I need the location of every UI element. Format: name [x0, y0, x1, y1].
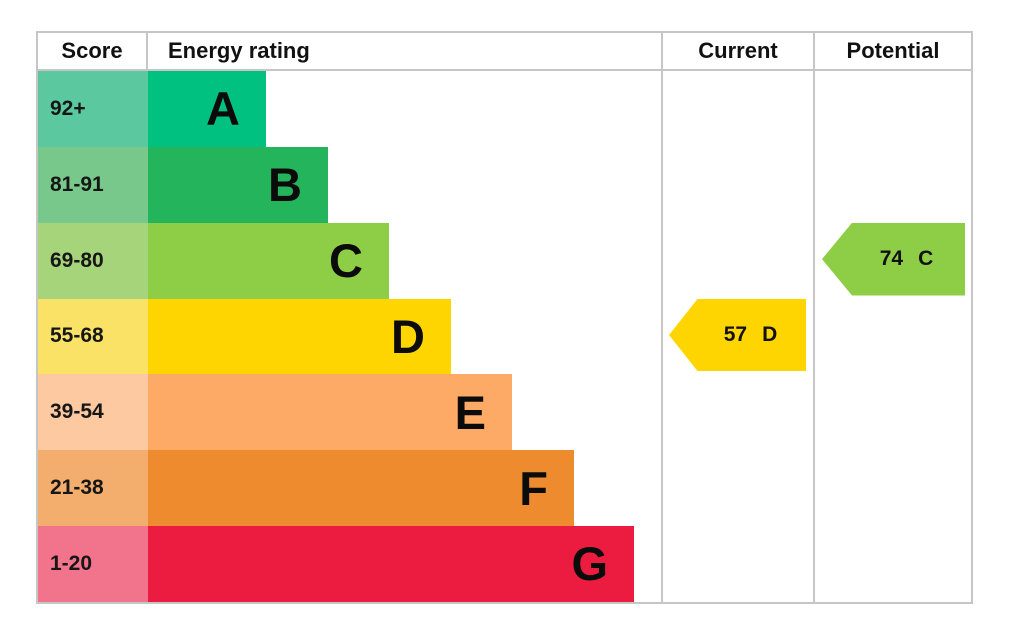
rating-bar-b: B: [148, 146, 328, 223]
band-row-a: 92+ A: [38, 71, 971, 147]
rating-bar-d: D: [148, 298, 451, 375]
rating-letter-a: A: [206, 82, 240, 136]
rating-letter-g: G: [571, 537, 608, 591]
score-range-b: 81-91: [38, 146, 148, 223]
rating-letter-b: B: [268, 158, 302, 212]
score-range-d: 55-68: [38, 298, 148, 375]
rating-bar-a: A: [148, 71, 266, 147]
score-column-header: Score: [38, 33, 148, 69]
rating-letter-f: F: [519, 461, 548, 515]
current-rating-grade: D: [762, 322, 778, 346]
score-range-a: 92+: [38, 71, 148, 147]
potential-column-header: Potential: [813, 33, 971, 69]
score-range-f: 21-38: [38, 450, 148, 527]
current-column-header: Current: [661, 33, 813, 69]
score-range-c: 69-80: [38, 222, 148, 299]
table-header-row: Score Energy rating Current Potential: [38, 33, 971, 71]
rating-letter-e: E: [454, 385, 486, 439]
rating-letter-d: D: [391, 309, 425, 363]
potential-rating-arrow: 74 C: [822, 222, 965, 296]
band-row-c: 69-80 C: [38, 222, 971, 299]
band-row-b: 81-91 B: [38, 146, 971, 223]
band-row-d: 55-68 D: [38, 298, 971, 375]
potential-rating-grade: C: [918, 247, 934, 271]
rating-bar-c: C: [148, 222, 389, 299]
potential-rating-value: 74: [879, 247, 904, 271]
rating-bar-f: F: [148, 450, 574, 527]
band-row-f: 21-38 F: [38, 450, 971, 527]
rating-bands-area: 92+ A 81-91 B 69-80 C 55-68 D 39-54 E 21-38 F 1-20 G: [38, 71, 971, 602]
rating-bar-e: E: [148, 374, 512, 451]
current-rating-arrow: 57 D: [669, 298, 806, 372]
epc-rating-table: Score Energy rating Current Potential 92…: [36, 31, 973, 604]
rating-letter-c: C: [329, 234, 363, 288]
potential-column-divider: [813, 71, 815, 602]
score-range-e: 39-54: [38, 374, 148, 451]
band-row-g: 1-20 G: [38, 526, 971, 602]
energy-rating-column-header: Energy rating: [168, 38, 310, 63]
current-column-divider: [661, 71, 663, 602]
rating-bar-g: G: [148, 526, 634, 602]
band-row-e: 39-54 E: [38, 374, 971, 451]
current-rating-value: 57: [723, 322, 748, 346]
score-range-g: 1-20: [38, 526, 148, 602]
